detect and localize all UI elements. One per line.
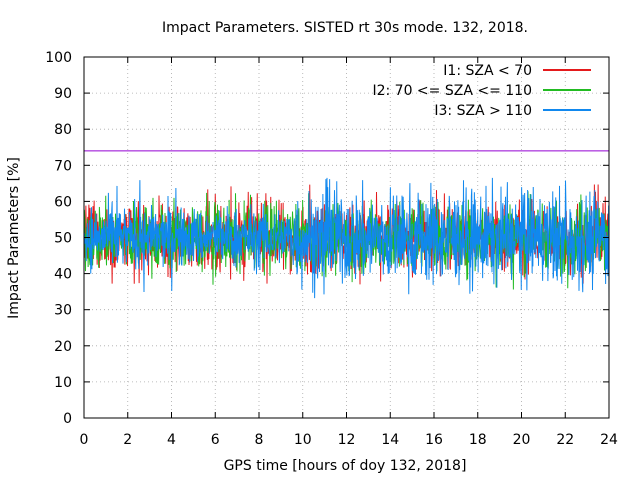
x-axis-label: GPS time [hours of doy 132, 2018] [224,458,467,474]
y-tick-label: 70 [54,158,72,174]
x-tick-label: 14 [381,432,399,448]
data-series [83,177,610,299]
y-tick-label: 30 [54,303,72,319]
x-tick-label: 20 [513,432,531,448]
axis-ticks: 0 2 4 6 8 10 12 14 16 18 20 22 240102030405060708090… [45,50,618,448]
chart-title: Impact Parameters. SISTED rt 30s mode. 1… [162,20,528,36]
y-axis-label: Impact Parameters [%] [6,157,22,319]
x-tick-label: 24 [600,432,618,448]
series-line [83,177,610,299]
y-tick-label: 40 [54,267,72,283]
x-tick-label: 12 [338,432,356,448]
x-tick-label: 18 [469,432,487,448]
x-tick-label: 0 [80,432,89,448]
y-tick-label: 60 [54,194,72,210]
y-tick-label: 10 [54,375,72,391]
legend-label: I3: SZA > 110 [434,103,532,119]
legend: I1: SZA < 70 I2: 70 <= SZA <= 110 I3: SZA … [372,63,591,119]
y-tick-label: 90 [54,86,72,102]
x-tick-label: 4 [167,432,176,448]
y-tick-label: 50 [54,231,72,247]
x-tick-label: 8 [255,432,264,448]
legend-label: I2: 70 <= SZA <= 110 [372,83,532,99]
y-tick-label: 20 [54,339,72,355]
x-tick-label: 16 [425,432,443,448]
legend-label: I1: SZA < 70 [443,63,532,79]
y-tick-label: 0 [63,411,72,427]
x-tick-label: 2 [123,432,132,448]
x-tick-label: 6 [211,432,220,448]
y-tick-label: 80 [54,122,72,138]
x-tick-label: 22 [556,432,574,448]
y-tick-label: 100 [45,50,72,66]
x-tick-label: 10 [294,432,312,448]
